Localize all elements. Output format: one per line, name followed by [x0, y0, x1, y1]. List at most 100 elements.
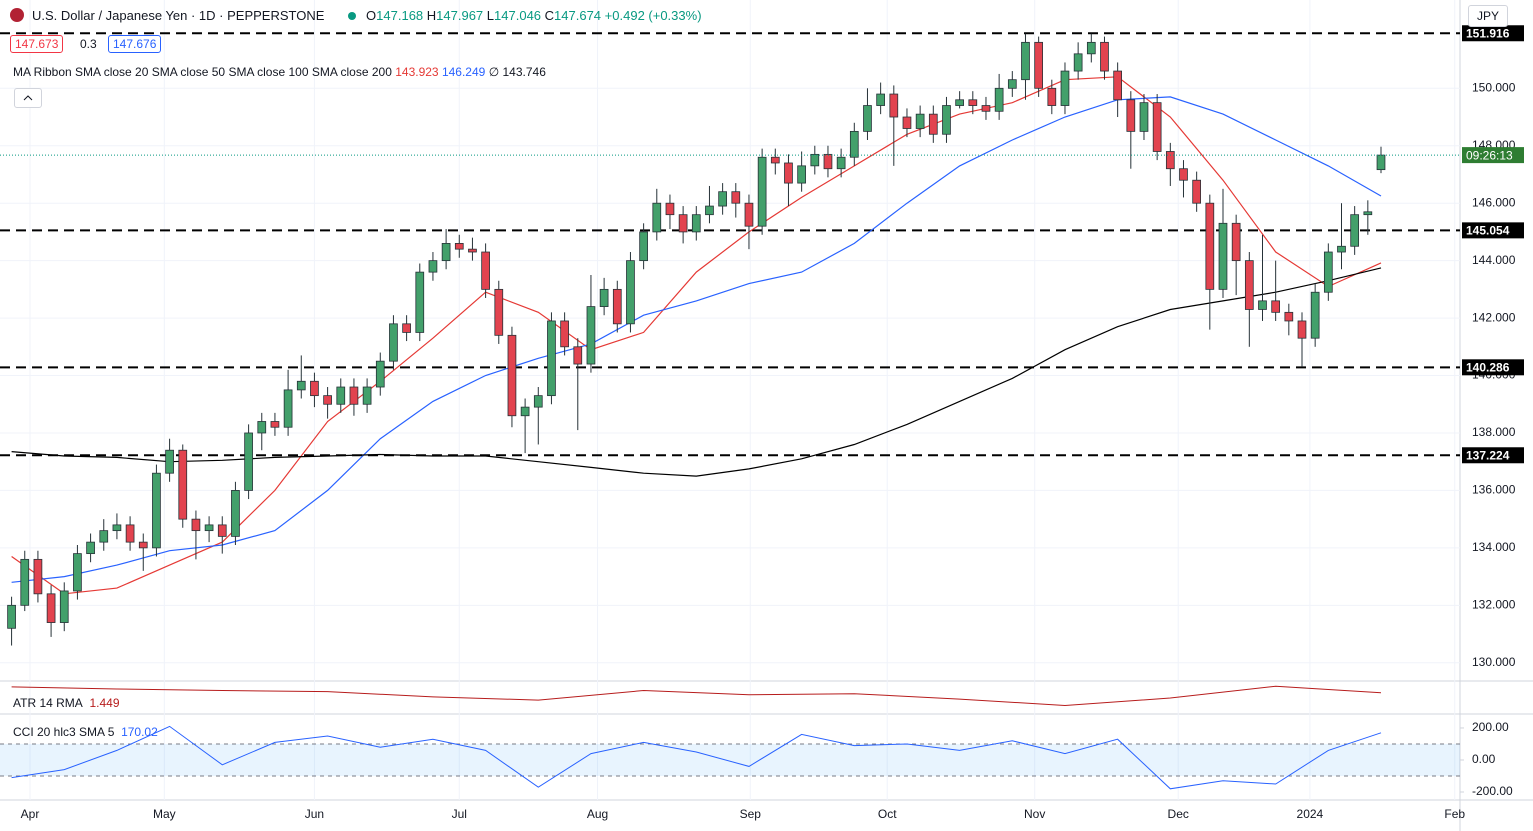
candle-body — [86, 541, 95, 555]
candle-body — [1258, 300, 1267, 310]
candle-body — [849, 130, 859, 158]
candle-body — [244, 432, 253, 491]
level-label-bg — [1462, 447, 1524, 464]
candle-body — [520, 406, 530, 417]
cci-tick-label: 200.00 — [1472, 720, 1509, 734]
y-tick-label: 150.000 — [1472, 80, 1516, 94]
ohlc-value: 147.674 — [554, 8, 602, 23]
candle-body — [1310, 291, 1320, 339]
ohlc-prefix: C — [544, 8, 555, 23]
atr-value: 1.449 — [89, 696, 120, 710]
candle-body — [310, 380, 319, 397]
spread: 0.3 — [80, 37, 97, 51]
candle-body — [468, 248, 477, 253]
y-tick-label: 146.000 — [1472, 195, 1516, 209]
candle-body — [191, 518, 201, 532]
atr-line — [11, 685, 1382, 707]
candle-body — [784, 162, 793, 184]
candle-body — [889, 93, 899, 118]
candle-body — [599, 288, 609, 307]
x-tick-label: Jun — [305, 807, 324, 821]
candle-body — [507, 334, 517, 417]
candle-body — [1007, 79, 1017, 89]
x-tick-label: Oct — [878, 807, 897, 821]
buy-button[interactable]: 147.676 — [108, 35, 162, 53]
candle-body — [7, 604, 16, 629]
atr-label: ATR 14 RMA — [13, 696, 83, 710]
y-tick-label: 142.000 — [1472, 310, 1516, 324]
ma-value: 146.249 — [441, 65, 486, 79]
ohlc-prefix: H — [426, 8, 437, 23]
x-tick-label: Nov — [1024, 807, 1045, 821]
candle-body — [1231, 222, 1241, 262]
candle-body — [573, 346, 583, 365]
candle-body — [810, 153, 820, 167]
x-tick-label: Aug — [587, 807, 608, 821]
candle-body — [823, 153, 833, 170]
ma-value: ∅ — [488, 65, 500, 79]
moving-average-line — [11, 96, 1382, 583]
candle-body — [863, 105, 872, 132]
level-label-bg — [1462, 25, 1524, 42]
candle-body — [46, 593, 56, 623]
y-tick-label: 130.000 — [1472, 655, 1516, 669]
candle-body — [665, 202, 675, 216]
candle-body — [152, 472, 161, 549]
candle-body — [1363, 211, 1373, 216]
candle-body — [1244, 260, 1254, 310]
symbol-header: U.S. Dollar / Japanese Yen · 1D · PEPPER… — [10, 8, 702, 23]
x-tick-label: Jul — [452, 807, 467, 821]
ma-value: 143.923 — [395, 65, 439, 79]
ohlc-value: 147.168 — [376, 8, 424, 23]
level-label: 137.224 — [1466, 448, 1510, 462]
candle-body — [323, 395, 332, 405]
candle-body — [744, 202, 754, 227]
candle-body — [362, 386, 372, 405]
candle-body — [942, 105, 951, 135]
countdown-bg — [1462, 147, 1524, 164]
candle-body — [283, 389, 293, 428]
candle-body — [59, 590, 69, 623]
chevron-icon — [23, 95, 33, 101]
collapse-button[interactable] — [14, 88, 42, 108]
candle-body — [1060, 70, 1070, 106]
candle-body — [270, 421, 280, 428]
candle-body — [402, 323, 411, 333]
cci-label: CCI 20 hlc3 SMA 5 — [13, 725, 115, 739]
candle-body — [231, 490, 240, 537]
candle-body — [138, 541, 148, 549]
candle-body — [441, 243, 451, 262]
moving-average-line — [11, 267, 1382, 477]
currency-button[interactable]: JPY — [1468, 5, 1509, 27]
flag-icon — [10, 8, 24, 22]
candle-body — [454, 243, 464, 250]
candle-body — [547, 320, 556, 397]
candle-body — [494, 288, 504, 336]
x-tick-label: 2024 — [1297, 807, 1324, 821]
sell-button[interactable]: 147.673 — [10, 35, 64, 53]
candle-body — [73, 553, 82, 592]
candle-body — [731, 191, 741, 204]
candle-body — [994, 87, 1004, 112]
candle-body — [928, 113, 938, 135]
candle-body — [586, 306, 596, 365]
candle-body — [1021, 41, 1030, 81]
x-tick-label: May — [153, 807, 176, 821]
candle-body — [1271, 300, 1281, 313]
candle-body — [1218, 222, 1228, 290]
candle-body — [217, 524, 227, 537]
candle-body — [349, 386, 359, 405]
candle-body — [705, 205, 714, 216]
candle-body — [415, 271, 425, 333]
candle-body — [112, 524, 122, 532]
candle-body — [560, 320, 569, 348]
candle-body — [915, 113, 925, 129]
candle-body — [955, 99, 964, 106]
candle-body — [652, 202, 662, 233]
countdown-label: 09:26:13 — [1466, 148, 1513, 162]
x-tick-label: Feb — [1444, 807, 1465, 821]
candle-body — [797, 165, 806, 184]
candle-body — [1323, 251, 1333, 293]
